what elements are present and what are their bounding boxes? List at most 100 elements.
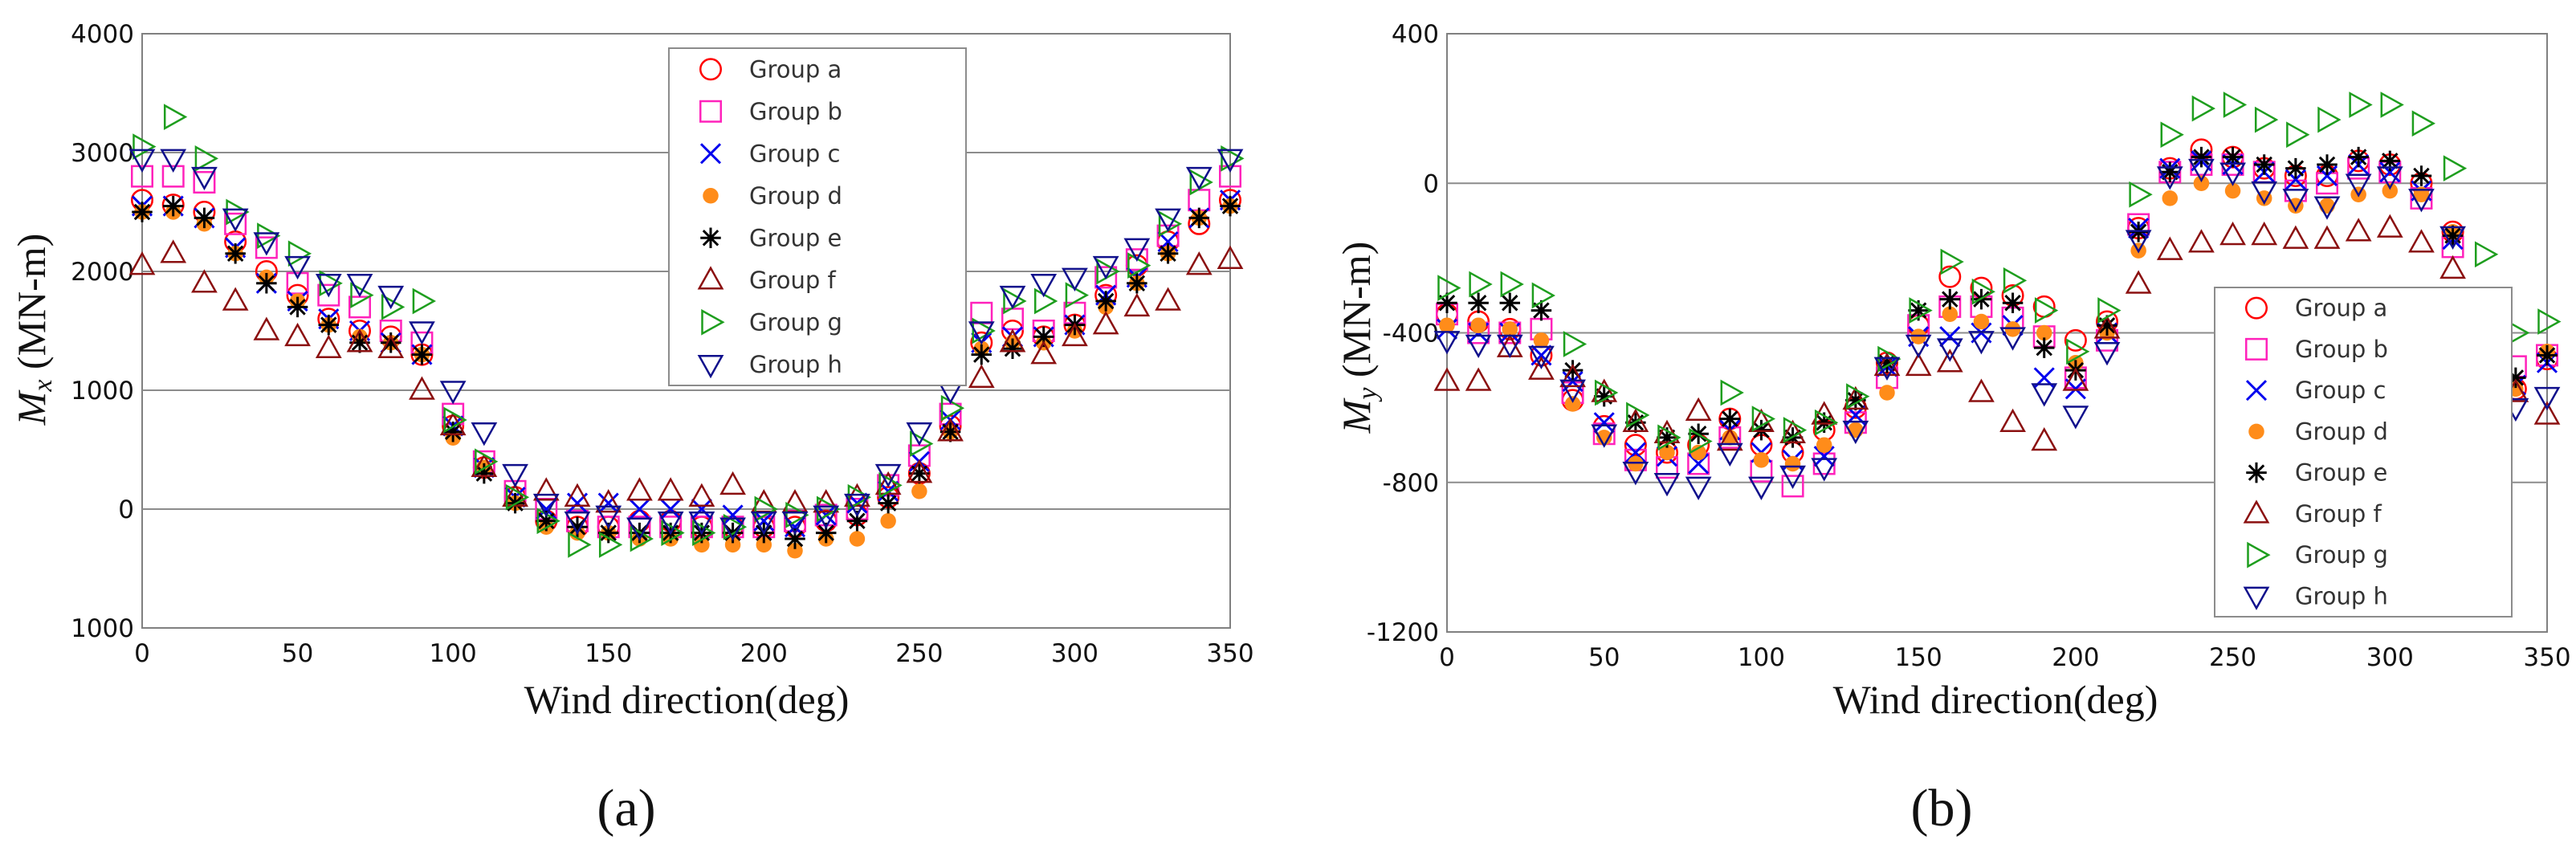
data-point (909, 463, 930, 484)
data-point (756, 536, 772, 553)
legend-label: Group a (2295, 295, 2387, 322)
data-point (317, 283, 340, 307)
x-tick-label: 250 (2209, 643, 2256, 672)
data-point (2537, 308, 2562, 335)
data-point (1062, 267, 1088, 291)
legend-b: Group a Group b Group c Group d Group e Group… (2214, 287, 2513, 618)
y-axis-label-b: My (MN-m) (1334, 242, 1383, 434)
data-point (1940, 248, 1964, 275)
data-point (781, 512, 809, 536)
legend-label: Group h (2295, 582, 2388, 609)
data-point (1690, 444, 1706, 461)
x-tick-label: 100 (430, 639, 477, 668)
legend-marker (2245, 337, 2268, 361)
data-point (1531, 282, 1555, 309)
data-point (1030, 340, 1058, 365)
data-point (1689, 428, 1713, 454)
chart-panel-b: 4000-400-800-1200 0 50 100 150 200 250 300 350 … (1334, 20, 2571, 838)
data-point (253, 316, 280, 340)
data-point (2160, 121, 2184, 149)
data-point (1468, 292, 1489, 313)
data-point (1716, 442, 1743, 467)
data-point (999, 328, 1026, 353)
data-point (688, 483, 715, 507)
data-point (1062, 322, 1088, 347)
data-point (1722, 430, 1738, 446)
data-point (505, 483, 530, 511)
data-point (1812, 452, 1836, 475)
x-tick-label: 0 (134, 639, 150, 668)
data-point (2253, 154, 2275, 175)
y-tick-label: 0 (1423, 169, 1439, 198)
data-point (2439, 226, 2466, 250)
data-point (1562, 360, 1584, 381)
data-point (2537, 344, 2558, 366)
data-point (2380, 92, 2404, 118)
data-point (1127, 273, 1147, 294)
data-point (128, 149, 156, 173)
data-point (162, 195, 184, 217)
data-point (2156, 166, 2183, 190)
y-tick-label: 1000 (71, 377, 134, 406)
data-point (629, 498, 650, 520)
data-point (1816, 437, 1832, 453)
legend-marker (701, 308, 725, 336)
data-point (2533, 386, 2561, 411)
data-point (691, 498, 712, 520)
data-point (719, 471, 746, 495)
data-point (2282, 189, 2309, 213)
data-point (657, 477, 684, 501)
data-point (128, 251, 156, 275)
legend-a: Group a Group b Group c Group d Group e Group… (668, 47, 967, 386)
data-point (1936, 349, 1963, 373)
data-point (595, 489, 622, 513)
x-tick-label: 50 (1588, 643, 1620, 672)
data-point (874, 463, 902, 488)
data-point (657, 512, 684, 536)
data-point (785, 502, 809, 528)
data-point (132, 133, 157, 160)
data-point (2003, 267, 2028, 294)
data-point (750, 512, 777, 536)
data-point (1688, 453, 1710, 475)
data-point (1779, 465, 1806, 489)
data-point (1465, 367, 1492, 391)
data-point (191, 269, 218, 293)
data-point (412, 287, 436, 315)
data-point (2319, 198, 2335, 214)
data-point (1842, 385, 1869, 410)
data-point (1811, 458, 1838, 482)
data-point (1971, 278, 1995, 305)
data-point (849, 531, 866, 547)
data-point (2002, 292, 2024, 313)
x-tick-label: 250 (895, 639, 943, 668)
data-point (564, 483, 591, 507)
series-a (128, 104, 1245, 559)
data-point (1685, 397, 1712, 422)
data-point (630, 525, 654, 552)
data-point (2222, 146, 2244, 168)
data-point (999, 285, 1026, 310)
data-point (2188, 158, 2215, 183)
data-point (284, 322, 311, 347)
data-point (940, 394, 965, 422)
data-point (225, 243, 246, 264)
data-point (1622, 408, 1649, 432)
data-point (692, 520, 716, 546)
legend-marker (699, 58, 722, 81)
data-point (1437, 275, 1461, 302)
data-point (1753, 452, 1770, 468)
data-point (2251, 221, 2278, 246)
data-point (439, 381, 467, 405)
data-point (1905, 352, 1932, 377)
data-point (2254, 106, 2279, 133)
data-point (1065, 282, 1089, 308)
series-group-h (128, 149, 1244, 541)
data-point (597, 522, 619, 544)
data-point (2376, 166, 2403, 190)
data-point (2159, 161, 2181, 183)
data-point (191, 166, 218, 191)
data-point (1659, 444, 1675, 461)
data-point (2129, 181, 2153, 208)
data-point (661, 520, 685, 546)
